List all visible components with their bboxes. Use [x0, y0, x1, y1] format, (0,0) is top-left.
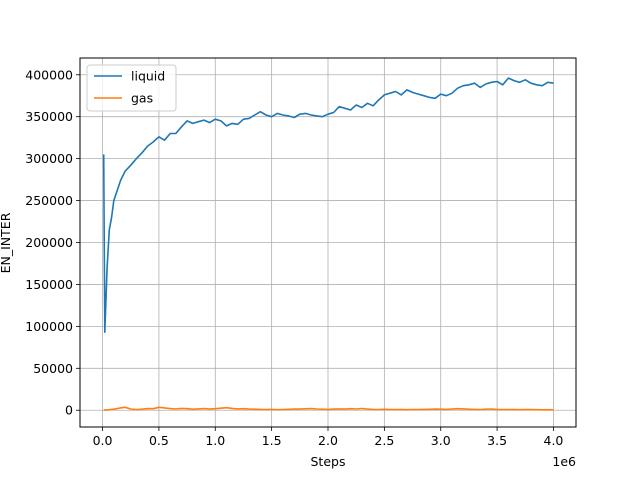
legend: liquid gas [86, 64, 177, 112]
y-tick-label: 350000 [25, 109, 73, 124]
series-line-liquid [102, 77, 554, 334]
x-tick-label: 4.0 [544, 433, 564, 448]
x-tick-label: 1.0 [205, 433, 225, 448]
series-line-gas [103, 406, 554, 411]
series-lines [102, 77, 554, 411]
y-tick-label: 300000 [25, 151, 73, 166]
y-tick-label: 150000 [25, 277, 73, 292]
y-tick-label: 400000 [25, 67, 73, 82]
x-tick-label: 0.5 [149, 433, 169, 448]
y-tick-label: 200000 [25, 235, 73, 250]
legend-label-gas: gas [131, 91, 153, 106]
x-axis-ticks: 0.0 0.5 1.0 1.5 2.0 2.5 3.0 3.5 4.0 [93, 427, 564, 448]
y-tick-label: 0 [65, 403, 73, 418]
y-axis-label: EN_INTER [0, 212, 13, 273]
x-tick-label: 3.0 [431, 433, 451, 448]
y-tick-label: 100000 [25, 319, 73, 334]
x-tick-label: 2.5 [374, 433, 394, 448]
y-tick-label: 250000 [25, 193, 73, 208]
y-axis-ticks: 0 50000 100000 150000 200000 250000 300000 3500… [25, 67, 80, 418]
legend-label-liquid: liquid [131, 69, 165, 84]
x-tick-label: 2.0 [318, 433, 338, 448]
x-axis-offset-label: 1e6 [552, 454, 576, 469]
x-tick-label: 1.5 [262, 433, 282, 448]
x-tick-label: 0.0 [93, 433, 113, 448]
x-tick-label: 3.5 [487, 433, 507, 448]
x-axis-label: Steps [311, 454, 346, 469]
y-tick-label: 50000 [33, 361, 73, 376]
